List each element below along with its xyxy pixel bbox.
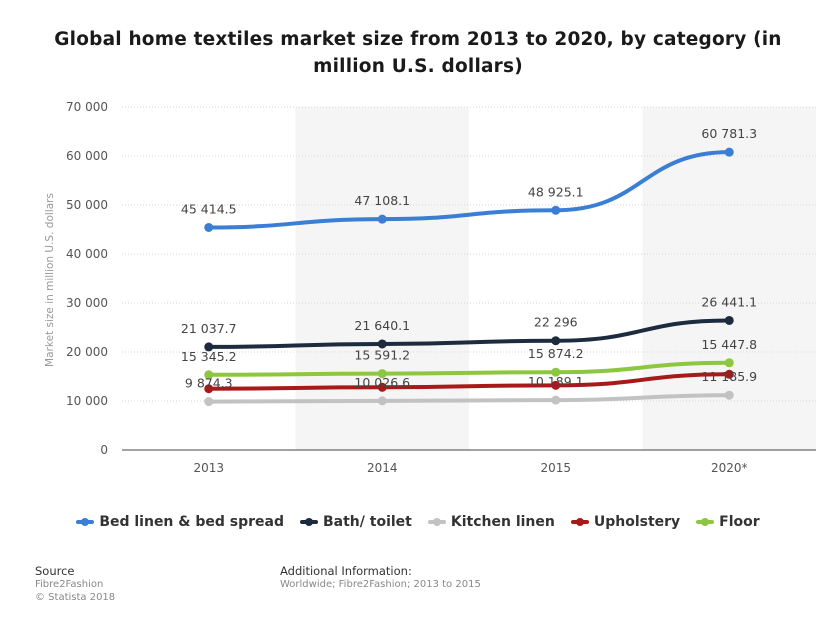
series-line-0[interactable] — [206, 150, 732, 230]
data-point[interactable] — [204, 342, 214, 352]
additional-info-text: Worldwide; Fibre2Fashion; 2013 to 2015 — [280, 579, 481, 590]
data-point[interactable] — [551, 367, 561, 377]
x-tick-label: 2013 — [193, 461, 224, 475]
additional-info-heading: Additional Information: — [280, 564, 412, 578]
legend-label: Bath/ toilet — [323, 514, 412, 530]
data-point[interactable] — [551, 380, 561, 390]
data-point[interactable] — [551, 395, 561, 405]
source-name[interactable]: Fibre2Fashion — [35, 579, 104, 590]
data-point[interactable] — [377, 396, 387, 406]
legend-swatch — [300, 516, 318, 528]
series-line-4[interactable] — [206, 360, 732, 377]
data-label: 45 414.5 — [181, 201, 237, 216]
data-point[interactable] — [724, 315, 734, 325]
legend-item-2[interactable]: Kitchen linen — [427, 514, 555, 530]
data-label: 26 441.1 — [701, 294, 757, 309]
series-line-1[interactable] — [206, 318, 732, 349]
legend-swatch — [76, 516, 95, 528]
data-label: 10 189.1 — [528, 374, 584, 389]
data-point[interactable] — [204, 384, 214, 394]
data-point[interactable] — [724, 390, 734, 400]
series-line-2[interactable] — [206, 393, 732, 404]
y-tick-label: 30 000 — [66, 296, 108, 310]
data-point[interactable] — [204, 397, 214, 407]
source-block: Source Fibre2Fashion © Statista 2018 — [35, 565, 115, 604]
data-point[interactable] — [551, 205, 561, 215]
x-tick-label: 2020* — [711, 461, 748, 475]
legend: Bed linen & bed spread Bath/ toilet Kitche… — [0, 514, 836, 530]
chart-title-line-1: Global home textiles market size from 20… — [54, 29, 782, 50]
chart-title: Global home textiles market size from 20… — [40, 26, 796, 80]
legend-label: Bed linen & bed spread — [99, 514, 284, 530]
y-tick-label: 0 — [100, 443, 108, 457]
y-tick-label: 10 000 — [66, 394, 108, 408]
y-tick-label: 50 000 — [66, 198, 108, 212]
data-label: 21 640.1 — [354, 318, 410, 333]
data-point[interactable] — [204, 370, 214, 380]
data-point[interactable] — [377, 339, 387, 349]
data-label: 11 185.9 — [701, 369, 757, 384]
legend-item-4[interactable]: Floor — [696, 514, 760, 530]
plot-band-2 — [469, 107, 643, 450]
x-tick-label: 2015 — [540, 461, 571, 475]
legend-item-1[interactable]: Bath/ toilet — [300, 514, 412, 530]
data-label: 10 026.6 — [354, 375, 410, 390]
x-tick-label: 2014 — [367, 461, 398, 475]
legend-label: Upholstery — [593, 514, 681, 530]
data-point[interactable] — [724, 147, 734, 157]
additional-info-block: Additional Information: Worldwide; Fibre… — [280, 565, 481, 591]
data-label: 15 345.2 — [181, 349, 237, 364]
legend-label: Kitchen linen — [450, 514, 555, 530]
y-axis-label: Market size in million U.S. dollars — [44, 193, 56, 367]
legend-label: Floor — [719, 514, 760, 530]
series-lines — [206, 150, 732, 404]
legend-swatch — [696, 516, 715, 528]
data-label: 9 874.3 — [185, 376, 233, 391]
data-point[interactable] — [377, 382, 387, 392]
y-tick-label: 40 000 — [66, 247, 108, 261]
data-label: 15 591.2 — [354, 348, 410, 363]
y-axis-ticks: 0 10 000 20 000 30 000 40 000 50 000 60 000 70 … — [66, 100, 108, 457]
chart-title-line-2: million U.S. dollars) — [313, 56, 523, 77]
x-axis-ticks: 2013 2014 2015 2020* — [193, 461, 747, 475]
data-label: 60 781.3 — [701, 126, 757, 141]
data-point[interactable] — [724, 358, 734, 368]
data-label: 22 296 — [534, 315, 578, 330]
gridlines — [122, 106, 816, 451]
y-tick-label: 60 000 — [66, 149, 108, 163]
copyright: © Statista 2018 — [35, 592, 116, 603]
data-label: 15 874.2 — [528, 346, 584, 361]
data-point[interactable] — [724, 369, 734, 379]
legend-item-3[interactable]: Upholstery — [570, 514, 681, 530]
source-heading: Source — [35, 564, 75, 578]
legend-item-0[interactable]: Bed linen & bed spread — [76, 514, 284, 530]
data-label: 47 108.1 — [354, 193, 410, 208]
data-label: 21 037.7 — [181, 321, 237, 336]
y-tick-label: 20 000 — [66, 345, 108, 359]
data-point[interactable] — [204, 222, 214, 232]
legend-swatch — [570, 516, 589, 528]
data-point[interactable] — [377, 369, 387, 379]
series-points — [204, 147, 734, 407]
data-labels: 45 414.5 47 108.1 48 925.1 60 781.3 21 037.7… — [181, 126, 757, 390]
legend-swatch — [427, 516, 446, 528]
series-line-3[interactable] — [206, 372, 732, 391]
y-tick-label: 70 000 — [66, 100, 108, 114]
data-label: 15 447.8 — [701, 337, 757, 352]
plot-band-1 — [295, 107, 469, 450]
data-label: 48 925.1 — [528, 184, 584, 199]
data-point[interactable] — [551, 336, 561, 346]
data-point[interactable] — [377, 214, 387, 224]
